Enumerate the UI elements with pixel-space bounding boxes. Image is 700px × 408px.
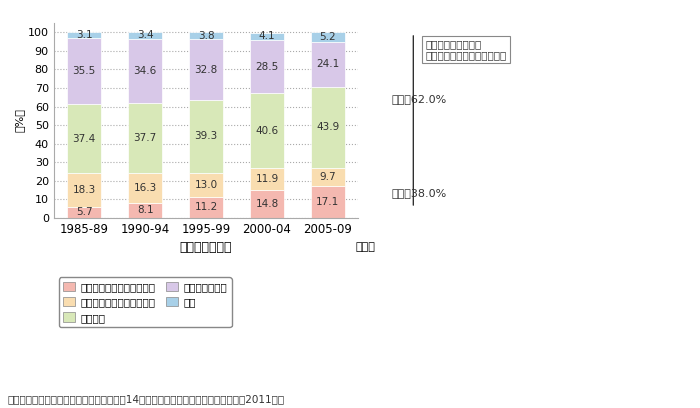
Bar xyxy=(312,42,344,87)
Bar xyxy=(189,32,223,39)
Text: 3.8: 3.8 xyxy=(197,31,214,41)
Text: 37.4: 37.4 xyxy=(73,133,96,144)
Text: 17.1: 17.1 xyxy=(316,197,340,207)
Bar xyxy=(250,93,284,168)
Text: 有職　38.0%: 有職 38.0% xyxy=(392,188,447,198)
Text: 3.1: 3.1 xyxy=(76,30,92,40)
Text: 8.1: 8.1 xyxy=(136,205,153,215)
Bar xyxy=(128,32,162,38)
Text: 無職　62.0%: 無職 62.0% xyxy=(392,93,447,104)
Text: 5.7: 5.7 xyxy=(76,207,92,217)
Text: 13.0: 13.0 xyxy=(195,180,218,190)
Text: 11.9: 11.9 xyxy=(256,174,279,184)
Bar xyxy=(189,197,223,218)
Text: （年）: （年） xyxy=(356,242,375,252)
Text: 40.6: 40.6 xyxy=(256,126,279,135)
Bar xyxy=(67,104,101,173)
Bar xyxy=(67,207,101,218)
Text: 24.1: 24.1 xyxy=(316,60,340,69)
Text: 出産前有職者に係る
第一子出産前後での就業状況: 出産前有職者に係る 第一子出産前後での就業状況 xyxy=(426,39,507,60)
Text: 14.8: 14.8 xyxy=(256,199,279,209)
Bar xyxy=(312,168,344,186)
Bar xyxy=(128,103,162,173)
Bar xyxy=(128,173,162,203)
Text: 18.3: 18.3 xyxy=(73,185,96,195)
Text: 3.4: 3.4 xyxy=(136,30,153,40)
Bar xyxy=(189,173,223,197)
Bar xyxy=(189,39,223,100)
Text: 32.8: 32.8 xyxy=(195,65,218,75)
Bar xyxy=(250,40,284,93)
Bar xyxy=(250,168,284,190)
Bar xyxy=(128,203,162,218)
Text: 28.5: 28.5 xyxy=(256,62,279,72)
Bar xyxy=(250,33,284,40)
Text: 11.2: 11.2 xyxy=(195,202,218,213)
Y-axis label: （%）: （%） xyxy=(15,109,25,132)
Text: 9.7: 9.7 xyxy=(320,172,336,182)
Text: 4.1: 4.1 xyxy=(259,31,275,41)
Text: 16.3: 16.3 xyxy=(134,183,157,193)
Text: 34.6: 34.6 xyxy=(134,66,157,75)
Bar xyxy=(67,173,101,207)
Bar xyxy=(250,190,284,218)
Legend: 就業継続（育児休業利用）, 就業継続（育児休業なし）, 出産退職, 妊娠前から無職, 不詳: 就業継続（育児休業利用）, 就業継続（育児休業なし）, 出産退職, 妊娠前から無… xyxy=(59,277,232,327)
Text: 35.5: 35.5 xyxy=(73,66,96,76)
Bar xyxy=(189,100,223,173)
Bar xyxy=(312,32,344,42)
Text: 資料：国立社会保障・人口問題研究所「第14回出生動向基本調査（夫婦調査）」（2011年）: 資料：国立社会保障・人口問題研究所「第14回出生動向基本調査（夫婦調査）」（20… xyxy=(7,394,284,404)
Bar xyxy=(312,186,344,218)
Bar xyxy=(128,38,162,103)
Text: 5.2: 5.2 xyxy=(320,32,336,42)
Text: 39.3: 39.3 xyxy=(195,131,218,142)
Text: 43.9: 43.9 xyxy=(316,122,340,133)
Text: 37.7: 37.7 xyxy=(134,133,157,143)
Bar xyxy=(312,87,344,168)
Bar xyxy=(67,38,101,104)
Bar xyxy=(67,32,101,38)
X-axis label: 子どもの出生年: 子どもの出生年 xyxy=(180,241,232,254)
